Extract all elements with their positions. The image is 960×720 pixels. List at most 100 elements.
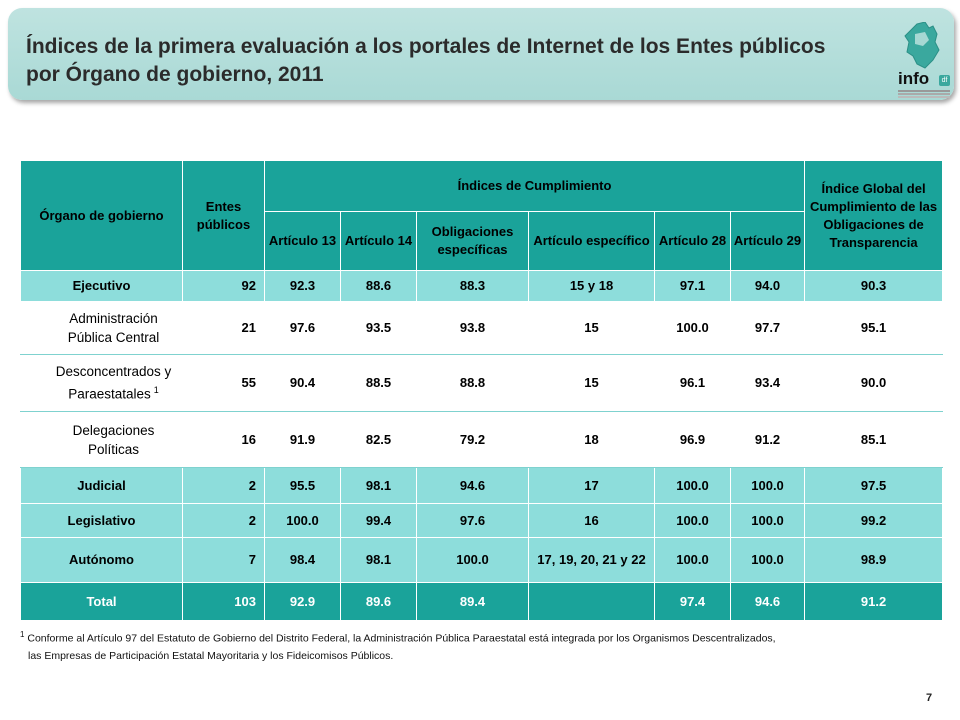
header-articulo-28: Artículo 28: [654, 211, 731, 271]
cell-a29: 93.4: [729, 353, 806, 413]
cell-a14: 89.6: [340, 581, 417, 622]
row-name: Delegaciones Políticas: [20, 411, 183, 469]
cell-art-esp: 15 y 18: [528, 270, 655, 302]
cell-oblig: 88.8: [416, 353, 529, 413]
cell-global: 90.0: [804, 353, 944, 413]
cell-a28: 100.0: [654, 467, 731, 505]
header-articulo-especifico: Artículo específico: [528, 211, 655, 271]
row-name-text: Autónomo: [69, 552, 134, 568]
cell-global: 95.1: [804, 300, 944, 355]
row-name: Legislativo: [20, 503, 183, 539]
cell-entes: 2: [182, 503, 265, 539]
row-name: Administración Pública Central: [20, 300, 183, 355]
cell-art-esp: 16: [528, 503, 655, 539]
cell-global: 98.9: [804, 537, 944, 583]
row-name-text: Administración Pública Central: [67, 310, 160, 345]
cell-art-esp: [528, 581, 655, 622]
cell-entes: 103: [182, 581, 265, 622]
header-global: Índice Global del Cumplimiento de las Ob…: [804, 160, 944, 271]
cell-a14: 93.5: [340, 300, 417, 355]
cell-oblig: 79.2: [416, 411, 529, 469]
cell-a14: 88.5: [340, 353, 417, 413]
table-row: Autónomo 7 98.4 98.1 100.0 17, 19, 20, 21 y 2…: [20, 537, 944, 583]
title-banner: Índices de la primera evaluación a los p…: [8, 8, 954, 100]
cell-a14: 99.4: [340, 503, 417, 539]
cell-a13: 92.3: [264, 270, 341, 302]
cell-a29: 94.6: [729, 581, 806, 622]
cell-art-esp: 15: [528, 300, 655, 355]
cell-a29: 100.0: [729, 503, 806, 539]
cell-a14: 82.5: [340, 411, 417, 469]
cell-a28: 100.0: [654, 537, 731, 583]
cell-art-esp: 15: [528, 353, 655, 413]
cell-a14: 98.1: [340, 537, 417, 583]
table-row: Desconcentrados y Paraestatales 1 55 90.4 88…: [20, 353, 944, 413]
table-row: Total 103 92.9 89.6 89.4 97.4 94.6 91.2: [20, 581, 944, 622]
cell-a13: 91.9: [264, 411, 341, 469]
row-name-text: Ejecutivo: [72, 278, 131, 294]
footnote: 1 Conforme al Artículo 97 del Estatuto d…: [20, 626, 940, 665]
header-indices: Índices de Cumplimiento: [263, 160, 806, 212]
logo-badge: df: [939, 75, 950, 86]
row-name-text: Delegaciones Políticas: [72, 422, 155, 457]
cell-art-esp: 18: [528, 411, 655, 469]
row-name: Desconcentrados y Paraestatales 1: [20, 353, 183, 413]
cell-global: 97.5: [804, 467, 944, 505]
cell-entes: 2: [182, 467, 265, 505]
cell-entes: 7: [182, 537, 265, 583]
cell-a28: 100.0: [654, 300, 731, 355]
cell-a29: 100.0: [729, 537, 806, 583]
table-row: Delegaciones Políticas 16 91.9 82.5 79.2 18 96…: [20, 411, 944, 469]
map-icon: [904, 21, 940, 69]
row-name: Ejecutivo: [20, 270, 183, 302]
footnote-line-2: las Empresas de Participación Estatal Ma…: [28, 649, 394, 662]
footnote-mark: 1: [20, 630, 25, 639]
cell-oblig: 88.3: [416, 270, 529, 302]
cell-entes: 21: [182, 300, 265, 355]
cell-a13: 90.4: [264, 353, 341, 413]
cell-entes: 16: [182, 411, 265, 469]
cell-a13: 98.4: [264, 537, 341, 583]
cell-a29: 100.0: [729, 467, 806, 505]
cell-a29: 91.2: [729, 411, 806, 469]
cell-a28: 96.1: [654, 353, 731, 413]
row-name-text: Desconcentrados y Paraestatales: [55, 364, 172, 402]
cell-a14: 98.1: [340, 467, 417, 505]
cell-oblig: 94.6: [416, 467, 529, 505]
page-number: 7: [926, 692, 933, 704]
header-entes: Entes públicos: [182, 160, 265, 271]
logo-text: info: [898, 69, 930, 88]
info-df-logo: info df: [895, 21, 953, 102]
header-obligaciones: Obligaciones específicas: [416, 211, 529, 271]
cell-entes: 92: [182, 270, 265, 302]
cell-art-esp: 17: [528, 467, 655, 505]
row-name-text: Legislativo: [67, 513, 136, 529]
cell-global: 91.2: [804, 581, 944, 622]
cell-a29: 97.7: [729, 300, 806, 355]
logo-tagline-lines: [898, 90, 950, 92]
row-name: Judicial: [20, 467, 183, 505]
cell-oblig: 93.8: [416, 300, 529, 355]
table-row: Ejecutivo 92 92.3 88.6 88.3 15 y 18 97.1 94.0 90…: [20, 270, 944, 302]
cell-entes: 55: [182, 353, 265, 413]
footnote-ref: 1: [153, 385, 159, 396]
footnote-line-1: Conforme al Artículo 97 del Estatuto de …: [27, 632, 776, 645]
row-name-text: Total: [86, 593, 117, 609]
cell-a28: 97.4: [654, 581, 731, 622]
table-row: Judicial 2 95.5 98.1 94.6 17 100.0 100.0 97.5: [20, 467, 944, 505]
evaluation-table: Órgano de gobierno Entes públicos Índice…: [20, 160, 944, 622]
header-organo: Órgano de gobierno: [20, 160, 183, 271]
header-articulo-13: Artículo 13: [264, 211, 341, 271]
row-name: Autónomo: [20, 537, 183, 583]
cell-global: 99.2: [804, 503, 944, 539]
cell-a13: 92.9: [264, 581, 341, 622]
header-articulo-29: Artículo 29: [729, 211, 806, 271]
cell-a13: 100.0: [264, 503, 341, 539]
cell-a29: 94.0: [729, 270, 806, 302]
cell-art-esp: 17, 19, 20, 21 y 22: [528, 537, 655, 583]
cell-global: 85.1: [804, 411, 944, 469]
cell-a28: 96.9: [654, 411, 731, 469]
cell-a13: 95.5: [264, 467, 341, 505]
table-row: Legislativo 2 100.0 99.4 97.6 16 100.0 100.0 99.…: [20, 503, 944, 539]
cell-oblig: 89.4: [416, 581, 529, 622]
